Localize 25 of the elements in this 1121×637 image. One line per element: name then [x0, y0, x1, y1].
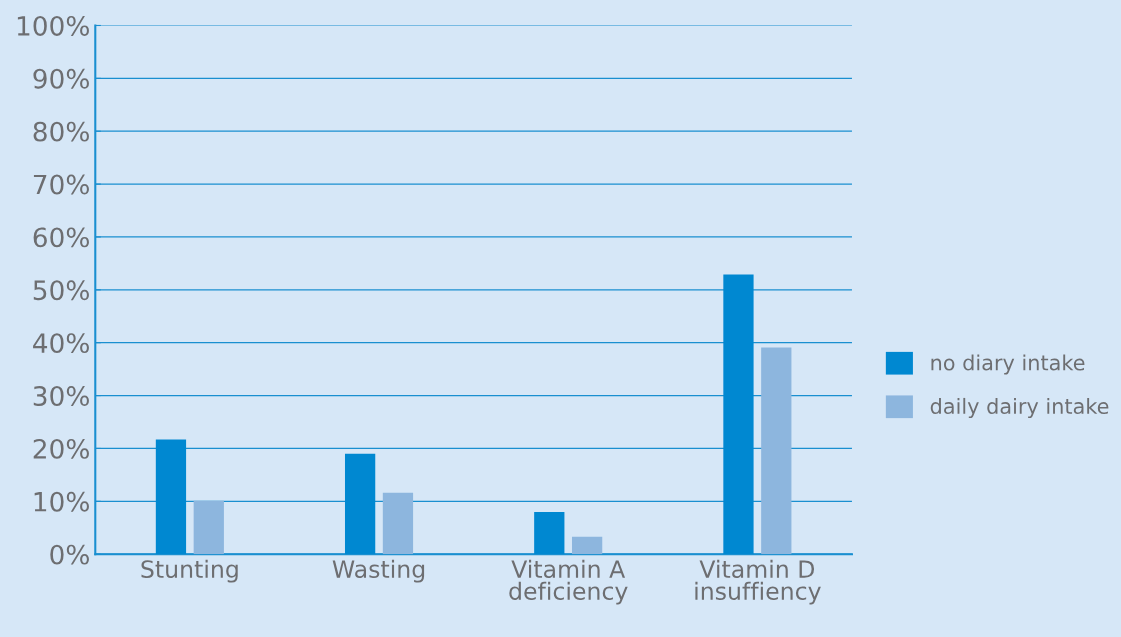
bar: [723, 274, 754, 555]
y-tick-label: 10%: [34, 491, 89, 512]
x-tick-label: Wasting: [332, 559, 425, 583]
bar: [761, 347, 792, 555]
y-tick-label: 60%: [33, 227, 89, 248]
y-tick-label: 30%: [33, 386, 89, 406]
y-tick-label: 100%: [17, 15, 89, 36]
bar: [193, 500, 224, 555]
legend-label: daily dairy intake: [930, 397, 1109, 419]
y-tick-label: 90%: [33, 68, 89, 89]
bar: [382, 492, 414, 555]
bar: [155, 439, 187, 555]
bar: [534, 511, 565, 555]
y-tick-label: 0%: [50, 544, 89, 565]
bar: [571, 536, 603, 555]
bar: [344, 453, 376, 555]
y-tick-label: 50%: [33, 280, 89, 301]
legend-label: no diary intake: [931, 354, 1085, 375]
y-tick-label: 80%: [33, 121, 89, 142]
x-tick-label: Stunting: [141, 559, 238, 583]
y-tick-label: 70%: [33, 174, 89, 195]
y-tick-label: 40%: [33, 333, 89, 354]
y-tick-label: 20%: [33, 438, 89, 459]
x-tick-label: Vitamin D insuffiency: [695, 559, 821, 605]
x-tick-label: Vitamin A deficiency: [509, 559, 628, 605]
